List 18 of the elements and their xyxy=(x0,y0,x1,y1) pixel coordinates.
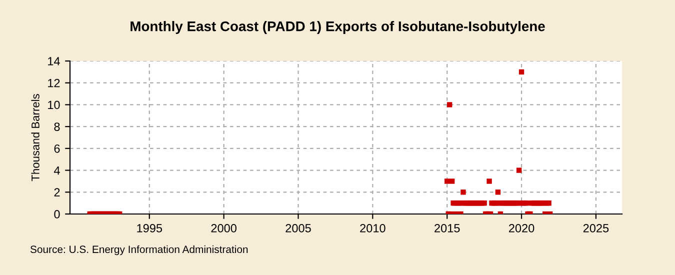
x-tick-label: 2005 xyxy=(286,224,311,232)
x-tick-label: 2025 xyxy=(583,224,609,232)
y-tick-label: 4 xyxy=(54,166,60,175)
y-tick-label: 6 xyxy=(54,144,60,153)
x-tick-label: 1995 xyxy=(137,224,162,232)
y-tick-label: 10 xyxy=(48,100,60,110)
y-tick-label: 0 xyxy=(54,210,60,218)
source-note: Source: U.S. Energy Information Administration xyxy=(30,245,248,256)
y-tick-label: 2 xyxy=(54,188,60,196)
x-tick-label: 2020 xyxy=(508,224,534,232)
y-tick-label: 14 xyxy=(48,57,60,66)
chart-title: Monthly East Coast (PADD 1) Exports of Isobutane-Isobutylene xyxy=(130,21,545,34)
x-tick-label: 2000 xyxy=(211,224,236,232)
x-tick-label: 2015 xyxy=(434,224,460,232)
y-tick-label: 12 xyxy=(48,78,60,88)
x-tick-label: 2010 xyxy=(360,224,386,232)
y-tick-label: 8 xyxy=(54,122,60,131)
y-axis-title: Thousand Barrels xyxy=(31,94,40,182)
